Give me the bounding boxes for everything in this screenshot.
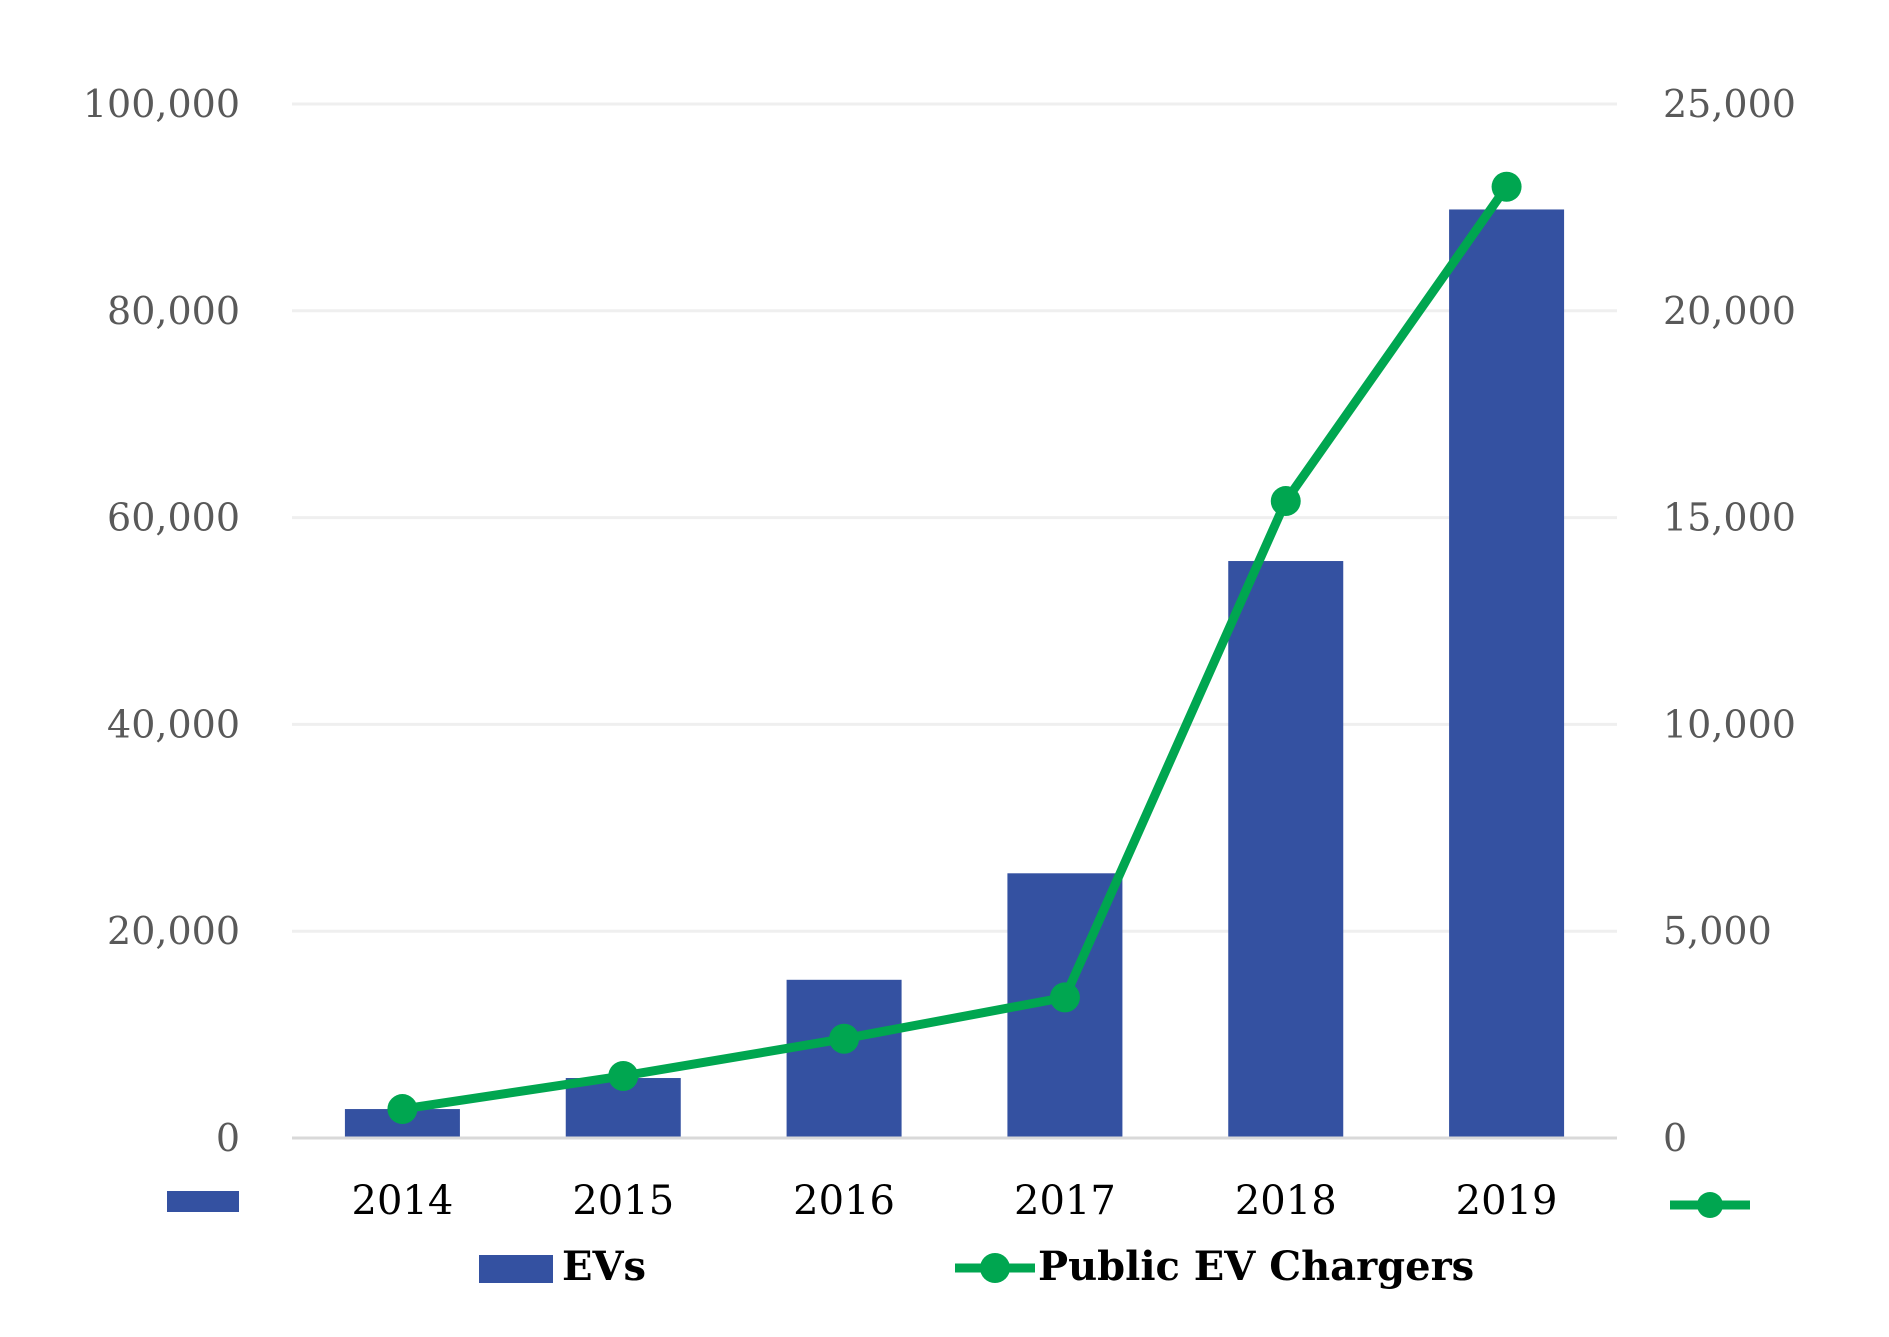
right-tick-label: 15,000 [1663, 496, 1796, 540]
right-tick-label: 5,000 [1663, 909, 1772, 953]
x-tick-label: 2019 [1456, 1178, 1558, 1224]
left-y-axis-ticks: 0 20,000 40,000 60,000 80,000 100,000 [83, 82, 240, 1160]
x-tick-label: 2014 [352, 1178, 454, 1224]
gridlines [292, 102, 1617, 933]
x-tick-label: 2015 [572, 1178, 674, 1224]
point-2014 [387, 1094, 418, 1125]
left-tick-label: 100,000 [83, 82, 240, 126]
point-2019 [1491, 171, 1522, 202]
charger-line-series [387, 171, 1522, 1125]
point-2015 [608, 1060, 639, 1091]
right-tick-label: 0 [1663, 1116, 1687, 1160]
bar-2019 [1449, 209, 1565, 1138]
bar-2016 [786, 979, 902, 1138]
x-tick-label: 2016 [793, 1178, 895, 1224]
x-axis-ticks: 2014 2015 2016 2017 2018 2019 [352, 1178, 1558, 1224]
legend-evs-swatch [479, 1255, 553, 1283]
right-tick-label: 20,000 [1663, 289, 1796, 333]
legend-evs-label: EVs [562, 1243, 646, 1290]
left-tick-label: 40,000 [107, 702, 240, 746]
left-tick-label: 60,000 [107, 496, 240, 540]
legend-line-marker-small [1697, 1192, 1723, 1218]
bar-2018 [1228, 561, 1344, 1138]
left-tick-label: 0 [216, 1116, 240, 1160]
legend-bar-swatch-small [167, 1191, 239, 1212]
legend-chargers-marker [980, 1253, 1010, 1283]
x-tick-label: 2017 [1014, 1178, 1116, 1224]
legend: EVs Public EV Chargers [167, 1191, 1750, 1290]
point-2018 [1270, 486, 1301, 517]
right-tick-label: 25,000 [1663, 82, 1796, 126]
charger-line [401, 184, 1511, 1114]
right-tick-label: 10,000 [1663, 702, 1796, 746]
left-tick-label: 20,000 [107, 909, 240, 953]
legend-chargers-label: Public EV Chargers [1038, 1243, 1474, 1290]
left-tick-label: 80,000 [107, 289, 240, 333]
point-2016 [829, 1023, 860, 1054]
point-2017 [1049, 982, 1080, 1013]
right-y-axis-ticks: 0 5,000 10,000 15,000 20,000 25,000 [1663, 82, 1796, 1160]
ev-bars [344, 209, 1565, 1138]
x-tick-label: 2018 [1235, 1178, 1337, 1224]
